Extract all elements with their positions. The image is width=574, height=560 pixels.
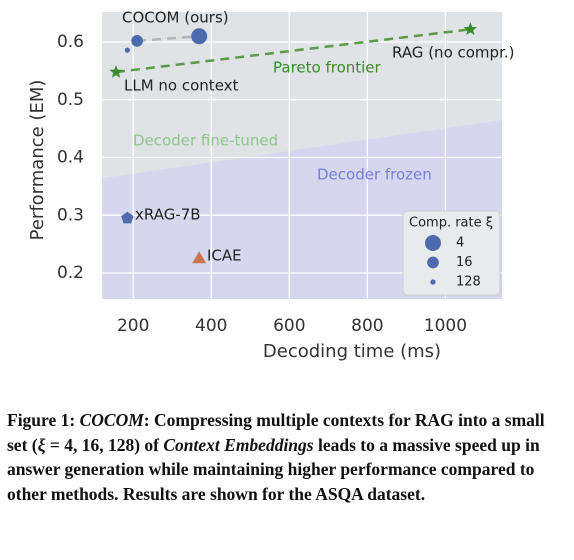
y-tick-label: 0.4 [57, 148, 84, 168]
point [124, 47, 130, 53]
caption-part: leads to a massive speed up in answer ge… [7, 434, 540, 504]
region-label: Decoder fine-tuned [133, 132, 278, 150]
caption-part: Figure 1: [7, 410, 80, 430]
point [121, 211, 134, 224]
y-tick-label: 0.6 [57, 32, 84, 52]
point [463, 22, 477, 35]
x-tick-label: 600 [273, 316, 305, 336]
y-tick-label: 0.2 [57, 263, 84, 283]
cocom-line [137, 35, 200, 43]
point [192, 251, 207, 264]
x-tick-label: 1000 [424, 316, 467, 336]
caption: Figure 1: COCOM: Compressing multiple co… [7, 408, 547, 506]
legend-label: 16 [456, 255, 473, 270]
point-label: xRAG-7B [135, 206, 201, 224]
point [109, 65, 123, 78]
legend-label: 4 [456, 236, 464, 251]
frozen-region [102, 119, 502, 299]
y-axis-label: Performance (EM) [27, 80, 48, 241]
point [131, 35, 143, 47]
y-tick-label: 0.5 [57, 90, 84, 110]
chart: Decoding time (ms) Performance (EM) 200 4… [27, 9, 514, 363]
region-label: Decoder frozen [317, 166, 432, 184]
caption-part: COCOM [79, 410, 144, 430]
caption-part: Context Embeddings [163, 434, 314, 455]
legend-title: Comp. rate ξ [409, 216, 493, 231]
x-tick-label: 800 [351, 316, 383, 336]
point-label: LLM no context [124, 77, 239, 95]
pareto-label: Pareto frontier [273, 59, 382, 77]
x-tick-label: 400 [195, 316, 227, 336]
point [191, 28, 208, 45]
caption-part: : Compressing multiple contexts for RAG … [7, 410, 545, 455]
legend-marker [430, 279, 436, 285]
x-axis-label: Decoding time (ms) [263, 341, 441, 362]
caption-part: = 4, 16, 128) of [45, 434, 164, 455]
legend-marker [427, 256, 439, 269]
legend-label: 128 [456, 275, 481, 290]
x-tick-label: 200 [117, 316, 149, 336]
y-tick-label: 0.3 [57, 205, 84, 225]
caption-part: ξ [37, 434, 46, 455]
legend-box [402, 210, 501, 296]
point-label: COCOM (ours) [122, 9, 229, 27]
point-label: RAG (no compr.) [392, 44, 514, 62]
point-label: ICAE [207, 247, 242, 265]
legend-marker [425, 235, 441, 251]
